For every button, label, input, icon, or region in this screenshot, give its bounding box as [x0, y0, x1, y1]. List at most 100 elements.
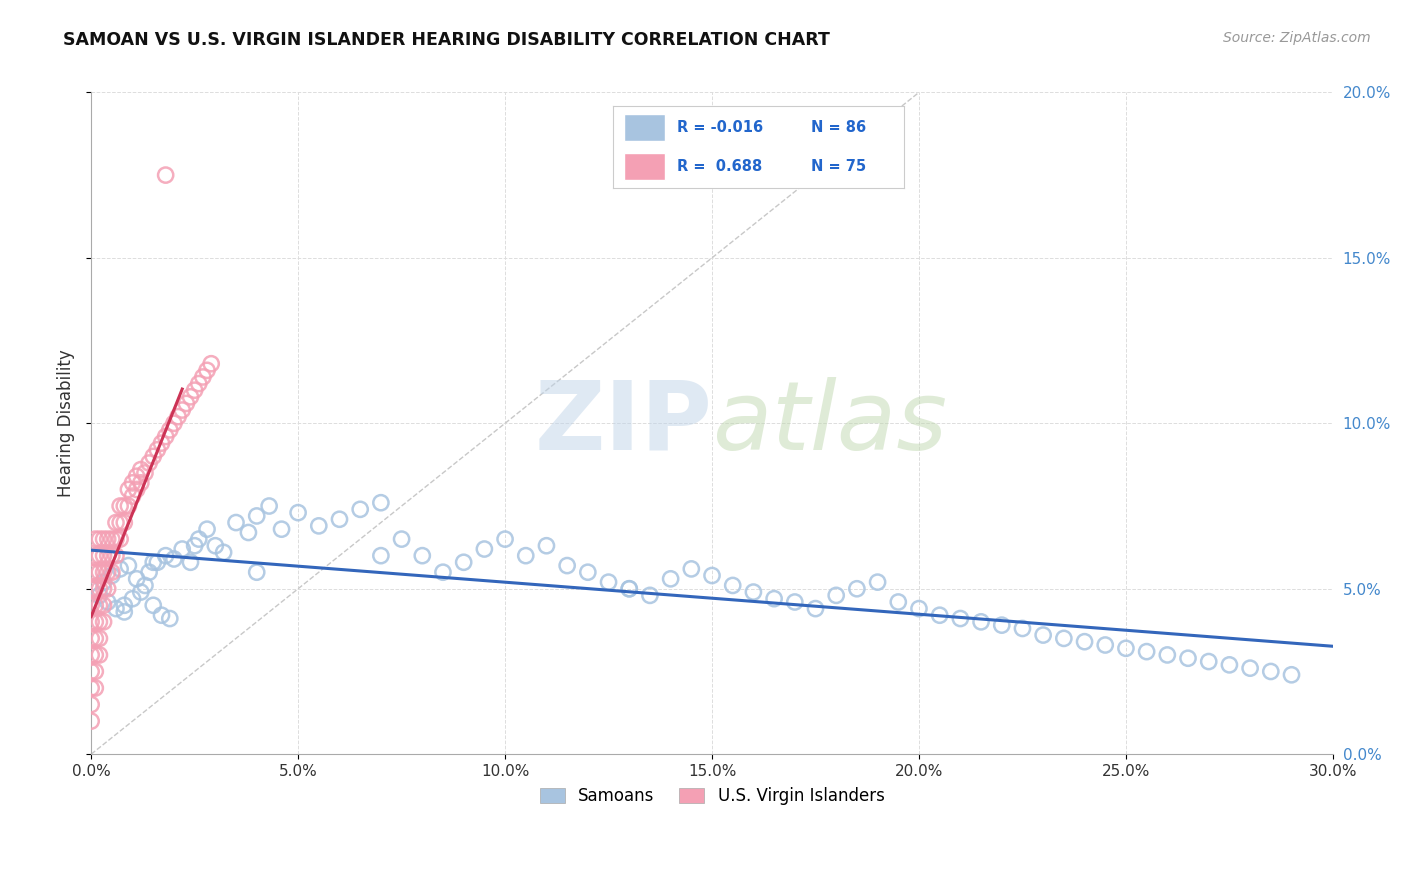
- Point: [328, 512, 350, 526]
- Point: [89, 632, 111, 646]
- Point: [825, 588, 848, 602]
- Point: [349, 502, 371, 516]
- Point: [176, 396, 198, 410]
- Point: [155, 429, 177, 443]
- Point: [112, 499, 135, 513]
- Point: [155, 549, 177, 563]
- Point: [112, 605, 135, 619]
- Point: [84, 582, 107, 596]
- Point: [93, 565, 115, 579]
- Point: [191, 370, 214, 384]
- Point: [104, 549, 127, 563]
- Point: [129, 585, 152, 599]
- Point: [453, 555, 475, 569]
- Point: [195, 363, 218, 377]
- Point: [80, 615, 103, 629]
- Point: [1115, 641, 1137, 656]
- Point: [638, 588, 661, 602]
- Point: [89, 599, 111, 613]
- Point: [112, 599, 135, 613]
- Point: [721, 578, 744, 592]
- Point: [80, 714, 103, 728]
- Point: [89, 615, 111, 629]
- Point: [84, 582, 107, 596]
- Point: [159, 423, 181, 437]
- Point: [108, 516, 131, 530]
- Point: [84, 648, 107, 662]
- Point: [172, 403, 194, 417]
- Point: [80, 681, 103, 695]
- Point: [576, 565, 599, 579]
- Point: [150, 436, 173, 450]
- Point: [287, 506, 309, 520]
- Point: [515, 549, 537, 563]
- Point: [598, 575, 620, 590]
- Point: [93, 582, 115, 596]
- Point: [104, 516, 127, 530]
- Point: [432, 565, 454, 579]
- Point: [142, 599, 165, 613]
- Point: [89, 582, 111, 596]
- Point: [93, 532, 115, 546]
- Point: [97, 549, 120, 563]
- Point: [1177, 651, 1199, 665]
- Point: [845, 582, 868, 596]
- Point: [84, 665, 107, 679]
- Point: [93, 599, 115, 613]
- Point: [146, 555, 169, 569]
- Point: [142, 555, 165, 569]
- Point: [101, 565, 124, 579]
- Point: [700, 568, 723, 582]
- Point: [84, 599, 107, 613]
- Point: [89, 565, 111, 579]
- Point: [121, 591, 143, 606]
- Point: [187, 532, 209, 546]
- Point: [112, 516, 135, 530]
- Point: [97, 595, 120, 609]
- Point: [1281, 667, 1303, 681]
- Point: [308, 519, 330, 533]
- Point: [187, 376, 209, 391]
- Point: [763, 591, 786, 606]
- Point: [80, 565, 103, 579]
- Point: [1032, 628, 1054, 642]
- Point: [138, 565, 160, 579]
- Point: [1260, 665, 1282, 679]
- Point: [908, 601, 931, 615]
- Point: [246, 508, 269, 523]
- Point: [121, 475, 143, 490]
- Point: [89, 648, 111, 662]
- Point: [238, 525, 260, 540]
- Point: [183, 539, 205, 553]
- Text: ZIP: ZIP: [534, 376, 711, 470]
- Point: [125, 572, 148, 586]
- Point: [97, 565, 120, 579]
- Point: [101, 549, 124, 563]
- Point: [84, 615, 107, 629]
- Point: [125, 483, 148, 497]
- Point: [163, 417, 186, 431]
- Point: [80, 698, 103, 712]
- Point: [80, 582, 103, 596]
- Point: [887, 595, 910, 609]
- Point: [270, 522, 292, 536]
- Point: [163, 552, 186, 566]
- Point: [117, 483, 139, 497]
- Point: [1053, 632, 1076, 646]
- Point: [783, 595, 806, 609]
- Point: [494, 532, 516, 546]
- Point: [225, 516, 247, 530]
- Point: [167, 409, 190, 424]
- Point: [125, 469, 148, 483]
- Point: [108, 499, 131, 513]
- Point: [121, 489, 143, 503]
- Point: [1198, 655, 1220, 669]
- Point: [681, 562, 703, 576]
- Point: [195, 522, 218, 536]
- Point: [246, 565, 269, 579]
- Point: [80, 599, 103, 613]
- Point: [97, 532, 120, 546]
- Point: [1156, 648, 1178, 662]
- Y-axis label: Hearing Disability: Hearing Disability: [58, 350, 75, 497]
- Point: [1136, 645, 1159, 659]
